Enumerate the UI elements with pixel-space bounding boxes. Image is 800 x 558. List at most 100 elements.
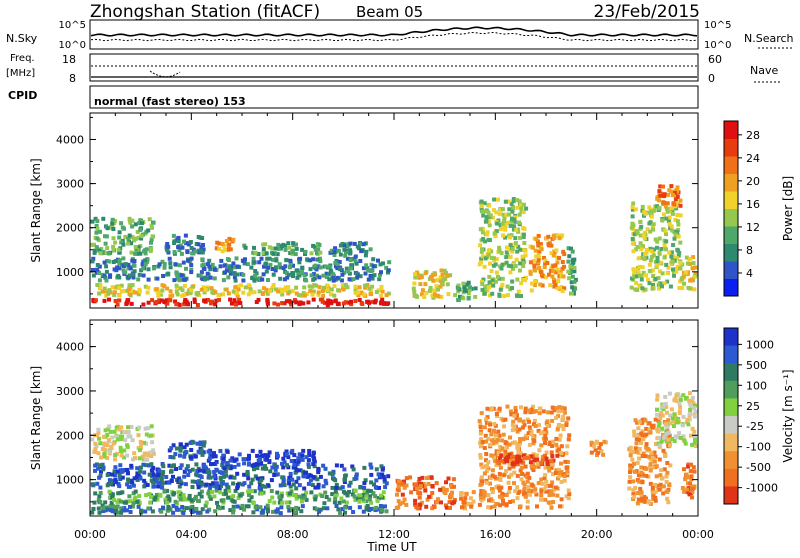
velocity-cell (378, 504, 383, 508)
velocity-cell (632, 461, 636, 466)
velocity-cell (218, 476, 223, 481)
power-cell (161, 274, 166, 278)
velocity-cell (137, 425, 142, 430)
velocity-cell (284, 452, 289, 457)
velocity-cell (286, 465, 291, 470)
velocity-cell (122, 506, 127, 510)
power-cell (261, 286, 266, 291)
velocity-cell (484, 480, 489, 485)
power-cell (371, 264, 376, 269)
power-cell (518, 202, 523, 207)
power-cell (655, 195, 660, 200)
velocity-cell (644, 426, 649, 431)
velocity-cell (199, 475, 204, 480)
velocity-cell (93, 441, 98, 446)
velocity-cell (496, 429, 501, 434)
power-cell (241, 278, 246, 283)
velocity-colorbar-tick-label: -100 (746, 441, 771, 454)
velocity-cell (497, 406, 502, 411)
power-cell (325, 301, 330, 306)
velocity-cell (207, 494, 212, 499)
velocity-cell (182, 454, 187, 459)
power-cell (178, 286, 183, 291)
power-cell (278, 265, 283, 270)
power-cell (483, 209, 488, 214)
velocity-cell (344, 500, 349, 505)
velocity-cell (212, 494, 217, 499)
power-cell (370, 299, 375, 304)
power-cell (175, 276, 180, 281)
velocity-cell (462, 500, 467, 505)
velocity-cell (544, 430, 549, 435)
power-cell (149, 246, 154, 251)
velocity-cell (596, 450, 601, 455)
velocity-cell (661, 484, 666, 489)
power-cell (636, 270, 641, 275)
velocity-colorbar-tick-label: 1000 (746, 338, 774, 351)
power-cell (479, 249, 484, 254)
velocity-cell (96, 506, 101, 511)
power-cell (693, 272, 698, 277)
velocity-cell (118, 449, 123, 454)
power-cell (278, 276, 283, 281)
power-cell (129, 288, 134, 293)
power-cell (237, 297, 242, 302)
velocity-cell (291, 482, 296, 487)
power-cell (160, 259, 165, 264)
power-cell (481, 277, 486, 282)
velocity-cell (135, 499, 140, 504)
power-cell (507, 207, 512, 212)
velocity-cell (592, 444, 597, 449)
velocity-cell (211, 481, 216, 486)
power-cell (121, 242, 126, 247)
velocity-cell (505, 404, 510, 409)
velocity-cell (509, 472, 514, 477)
velocity-cell (656, 429, 661, 434)
velocity-cell (639, 492, 644, 497)
power-cell (497, 292, 502, 297)
power-cell (117, 230, 122, 235)
velocity-cell (292, 462, 297, 467)
power-cell (632, 232, 637, 237)
power-cell (513, 241, 518, 246)
velocity-cell (676, 435, 680, 440)
power-cell (555, 260, 560, 265)
velocity-cell (471, 490, 476, 495)
power-cell (232, 275, 237, 280)
power-cell (650, 224, 655, 229)
power-cell (366, 277, 371, 282)
velocity-cell (675, 420, 680, 425)
power-cell (522, 277, 526, 282)
velocity-cell (269, 478, 274, 483)
power-cell (346, 300, 351, 305)
velocity-cell (484, 469, 489, 473)
power-cell (655, 239, 660, 244)
power-cell (657, 286, 661, 291)
velocity-cell (212, 470, 217, 474)
power-cell (508, 235, 513, 240)
velocity-cell (511, 461, 516, 466)
power-cell (189, 246, 194, 250)
power-cell (129, 301, 134, 306)
power-cell (669, 250, 674, 255)
velocity-cell (177, 494, 182, 499)
velocity-cell (129, 425, 134, 429)
power-cell (316, 292, 321, 297)
power-cell (659, 247, 664, 251)
power-cell (192, 297, 197, 302)
power-colorbar-label: Power [dB] (781, 176, 795, 241)
power-cell (155, 276, 160, 281)
velocity-cell (123, 438, 128, 443)
power-cell (515, 277, 520, 282)
power-cell (93, 216, 98, 221)
power-cell (435, 278, 440, 283)
velocity-cell (564, 423, 569, 427)
velocity-cell (595, 453, 599, 457)
velocity-cell (106, 427, 111, 432)
velocity-cell (138, 446, 143, 450)
velocity-cell (125, 467, 130, 472)
velocity-cell (640, 480, 645, 484)
velocity-cell (94, 444, 99, 449)
velocity-cell (531, 404, 535, 409)
power-cell (513, 236, 518, 241)
